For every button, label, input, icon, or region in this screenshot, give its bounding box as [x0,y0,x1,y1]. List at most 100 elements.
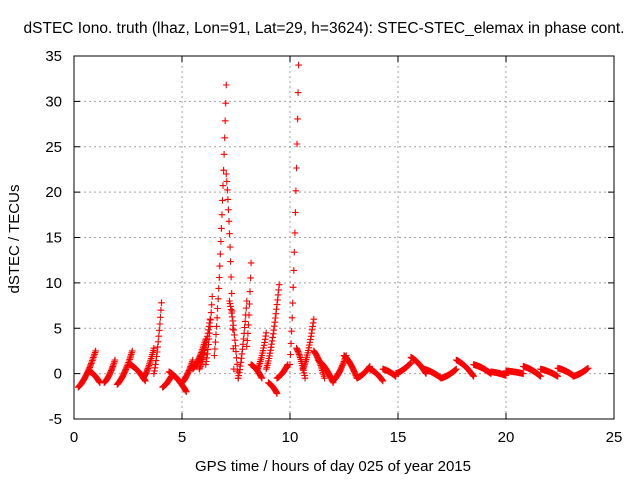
data-point [227,258,234,265]
data-point [300,363,308,370]
data-point [301,374,309,382]
data-point [158,299,165,307]
data-point [111,356,119,364]
data-point [288,314,296,322]
data-point [90,354,97,361]
data-point [235,369,243,376]
data-point [223,178,231,185]
data-point [214,305,221,312]
data-point [205,335,213,343]
data-point [206,319,213,327]
x-tick-label: 15 [390,429,407,446]
data-point [240,335,247,343]
data-point [261,339,268,346]
data-point [227,306,235,313]
data-point [91,351,98,358]
data-point [269,334,276,341]
y-tick-label: -5 [49,411,62,428]
data-point [254,364,262,372]
data-point [268,340,275,348]
data-point [144,366,151,374]
data-point [150,344,158,352]
data-point [230,326,238,334]
data-point [221,134,228,142]
data-point [232,342,239,350]
x-tick-label: 20 [498,429,515,446]
data-point [554,373,562,380]
data-point [224,196,232,203]
data-point [213,323,220,330]
data-point [208,293,216,300]
data-point [290,267,298,274]
data-point [225,218,233,225]
data-point [152,361,159,368]
data-point [109,364,116,372]
x-tick-labels: 0 5 10 15 20 25 [70,429,623,446]
data-point [217,238,225,245]
data-point [293,164,300,172]
data-point [239,341,247,348]
data-points [75,61,592,397]
data-point [183,388,190,396]
data-point [321,374,328,382]
data-point [244,330,252,337]
data-point [231,336,239,344]
data-point [243,304,250,312]
data-point [217,250,224,258]
data-point [287,340,295,347]
data-point [245,321,252,329]
data-point [88,358,96,366]
data-point [309,319,317,327]
data-point [295,349,302,357]
data-point [246,288,254,295]
data-point [207,309,215,316]
data-point [211,345,219,353]
data-point [157,306,165,314]
data-point [244,337,251,344]
data-point [275,281,283,288]
data-point [470,373,477,380]
data-point [156,327,163,334]
data-point [155,332,163,340]
data-point [379,376,386,384]
data-point [294,115,301,123]
data-point [520,370,527,377]
data-point [258,374,266,382]
data-point [221,117,229,125]
data-point [204,346,212,353]
data-point [87,361,94,369]
data-point [225,206,232,214]
data-point [287,351,294,358]
data-point [288,327,295,335]
y-tick-label: 30 [45,93,62,110]
data-point [310,315,318,323]
data-point [127,351,135,358]
data-point [274,291,282,299]
data-point [208,301,215,309]
data-point [222,99,229,107]
y-tick-label: 10 [45,275,62,292]
data-point [295,61,302,69]
data-point [271,322,278,330]
data-point [273,301,281,308]
data-point [453,365,460,373]
data-point [307,336,314,343]
data-point [216,262,224,270]
data-point [92,347,99,355]
data-point [226,230,233,237]
data-point [245,311,253,319]
grid-lines [74,56,614,419]
data-point [215,285,222,292]
data-point [286,361,294,368]
data-point [292,187,300,195]
data-point [203,354,211,362]
data-point [584,364,592,372]
data-point [216,274,223,281]
data-point [212,331,220,338]
data-point [241,318,249,325]
data-point [214,295,222,303]
data-point [293,140,301,148]
data-point [207,316,214,324]
data-point [154,338,162,346]
data-point [291,248,298,256]
